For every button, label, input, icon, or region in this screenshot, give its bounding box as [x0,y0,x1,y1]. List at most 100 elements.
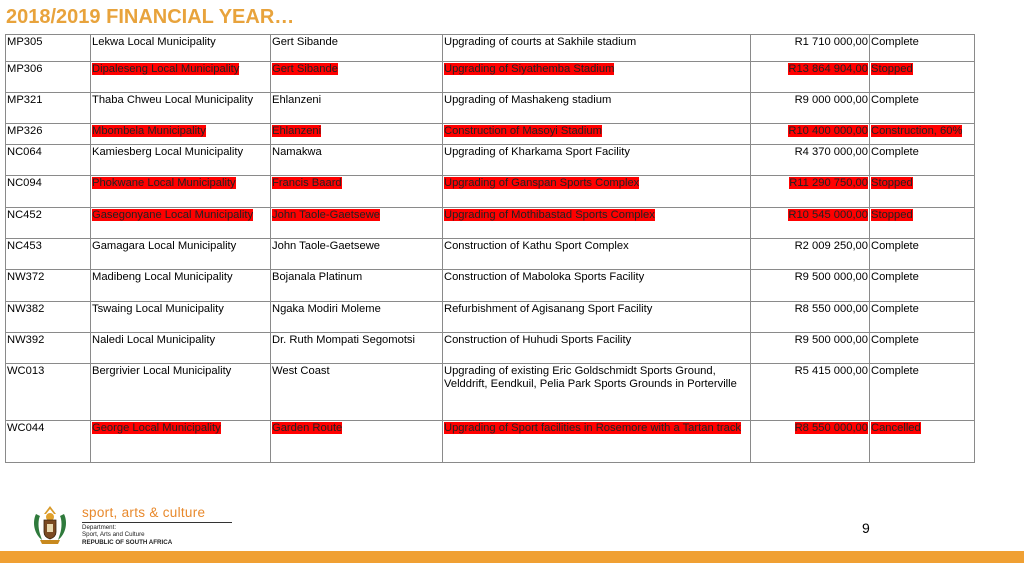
cell-district: Bojanala Platinum [270,269,443,302]
cell-amount-text: R8 550 000,00 [794,422,868,434]
cell-project-text: Upgrading of Sport facilities in Rosemor… [444,422,742,434]
projects-table: MP305 Lekwa Local Municipality Gert Siband… [5,34,975,463]
cell-district: John Taole-Gaetsewe [270,207,443,239]
cell-amount-text: R10 545 000,00 [788,209,868,221]
cell-project-text: Upgrading of Mashakeng stadium [444,94,612,106]
cell-district: Francis Baard [270,175,443,208]
cell-status-text: Construction, 60% [871,125,963,137]
cell-district-text: Ngaka Modiri Moleme [272,303,381,315]
cell-municipality: Bergrivier Local Municipality [90,363,271,421]
cell-status: Cancelled [869,420,975,463]
cell-municipality-text: Tswaing Local Municipality [92,303,224,315]
table-row: MP305 Lekwa Local Municipality Gert Siband… [5,34,975,62]
table-row: WC013 Bergrivier Local Municipality West C… [5,363,975,421]
cell-status: Stopped [869,175,975,208]
table-row: NW372 Madibeng Local Municipality Bojanala… [5,269,975,302]
cell-municipality-text: Gamagara Local Municipality [92,240,237,252]
table-row: NC094 Phokwane Local Municipality Francis … [5,175,975,208]
cell-status: Complete [869,269,975,302]
cell-status: Complete [869,238,975,270]
cell-district: Gert Sibande [270,34,443,62]
cell-district: Gert Sibande [270,61,443,93]
cell-status: Complete [869,301,975,333]
cell-project: Upgrading of courts at Sakhile stadium [442,34,751,62]
cell-municipality-text: George Local Municipality [92,422,221,434]
cell-district-text: Ehlanzeni [272,94,322,106]
cell-district-text: Bojanala Platinum [272,271,363,283]
cell-status-text: Complete [871,271,919,283]
cell-code: MP306 [5,61,91,93]
cell-amount-text: R1 710 000,00 [794,36,868,48]
cell-amount-text: R11 290 750,00 [789,177,868,189]
logo-divider [82,522,232,523]
page-title: 2018/2019 FINANCIAL YEAR… [6,6,295,28]
logo-dept-line: REPUBLIC OF SOUTH AFRICA [82,538,173,546]
cell-status: Complete [869,34,975,62]
cell-district-text: John Taole-Gaetsewe [272,240,381,252]
cell-code-text: NW372 [7,271,45,283]
cell-code: NC452 [5,207,91,239]
cell-code: MP326 [5,123,91,145]
cell-project-text: Upgrading of Mothibastad Sports Complex [444,209,655,221]
cell-code-text: NC094 [7,177,42,189]
cell-status: Complete [869,92,975,124]
cell-code: WC013 [5,363,91,421]
cell-municipality-text: Kamiesberg Local Municipality [92,146,244,158]
cell-status: Stopped [869,207,975,239]
cell-district: Garden Route [270,420,443,463]
footer-accent-bar [0,551,1024,563]
cell-project: Upgrading of Ganspan Sports Complex [442,175,751,208]
cell-municipality: Mbombela Municipality [90,123,271,145]
cell-project: Construction of Masoyi Stadium [442,123,751,145]
cell-project-text: Upgrading of Ganspan Sports Complex [444,177,640,189]
cell-project: Upgrading of Sport facilities in Rosemor… [442,420,751,463]
cell-amount: R2 009 250,00 [750,238,870,270]
cell-status-text: Complete [871,365,919,377]
cell-code-text: NW382 [7,303,45,315]
logo-department-text: Department: Sport, Arts and Culture REPU… [82,524,172,546]
cell-project: Construction of Maboloka Sports Facility [442,269,751,302]
cell-status-text: Stopped [871,177,913,189]
cell-code-text: MP305 [7,36,43,48]
cell-status-text: Stopped [871,63,913,75]
cell-amount-text: R10 400 000,00 [788,125,868,137]
cell-municipality: Lekwa Local Municipality [90,34,271,62]
cell-project-text: Upgrading of Kharkama Sport Facility [444,146,630,158]
cell-project: Construction of Huhudi Sports Facility [442,332,751,364]
cell-district-text: Francis Baard [272,177,342,189]
cell-status-text: Complete [871,94,919,106]
cell-status-text: Complete [871,36,919,48]
cell-municipality: George Local Municipality [90,420,271,463]
cell-municipality: Madibeng Local Municipality [90,269,271,302]
table-body: MP305 Lekwa Local Municipality Gert Siband… [5,34,975,463]
cell-amount: R10 545 000,00 [750,207,870,239]
cell-code: NW392 [5,332,91,364]
cell-district-text: Ehlanzeni [272,125,322,137]
cell-district-text: Namakwa [272,146,322,158]
cell-code-text: MP306 [7,63,43,75]
cell-project-text: Refurbishment of Agisanang Sport Facilit… [444,303,653,315]
cell-amount-text: R9 500 000,00 [794,271,868,283]
cell-municipality: Tswaing Local Municipality [90,301,271,333]
table-row: NC064 Kamiesberg Local Municipality Namakw… [5,144,975,176]
cell-amount: R11 290 750,00 [750,175,870,208]
coat-of-arms-icon [34,506,66,544]
cell-amount-text: R2 009 250,00 [794,240,868,252]
cell-project: Upgrading of Mashakeng stadium [442,92,751,124]
cell-status-text: Complete [871,146,919,158]
cell-project: Upgrading of Siyathemba Stadium [442,61,751,93]
table-row: MP306 Dipaleseng Local Municipality Gert S… [5,61,975,93]
cell-municipality-text: Lekwa Local Municipality [92,36,216,48]
cell-status-text: Complete [871,334,919,346]
cell-project-text: Construction of Maboloka Sports Facility [444,271,645,283]
table-row: NC453 Gamagara Local Municipality John Tao… [5,238,975,270]
cell-project: Upgrading of Mothibastad Sports Complex [442,207,751,239]
cell-amount-text: R5 415 000,00 [794,365,868,377]
cell-status: Complete [869,363,975,421]
cell-municipality: Gasegonyane Local Municipality [90,207,271,239]
cell-code: NC094 [5,175,91,208]
cell-code: NC064 [5,144,91,176]
table-row: MP326 Mbombela Municipality Ehlanzeni Const… [5,123,975,145]
cell-amount-text: R9 500 000,00 [794,334,868,346]
logo-dept-line: Sport, Arts and Culture [82,531,145,539]
